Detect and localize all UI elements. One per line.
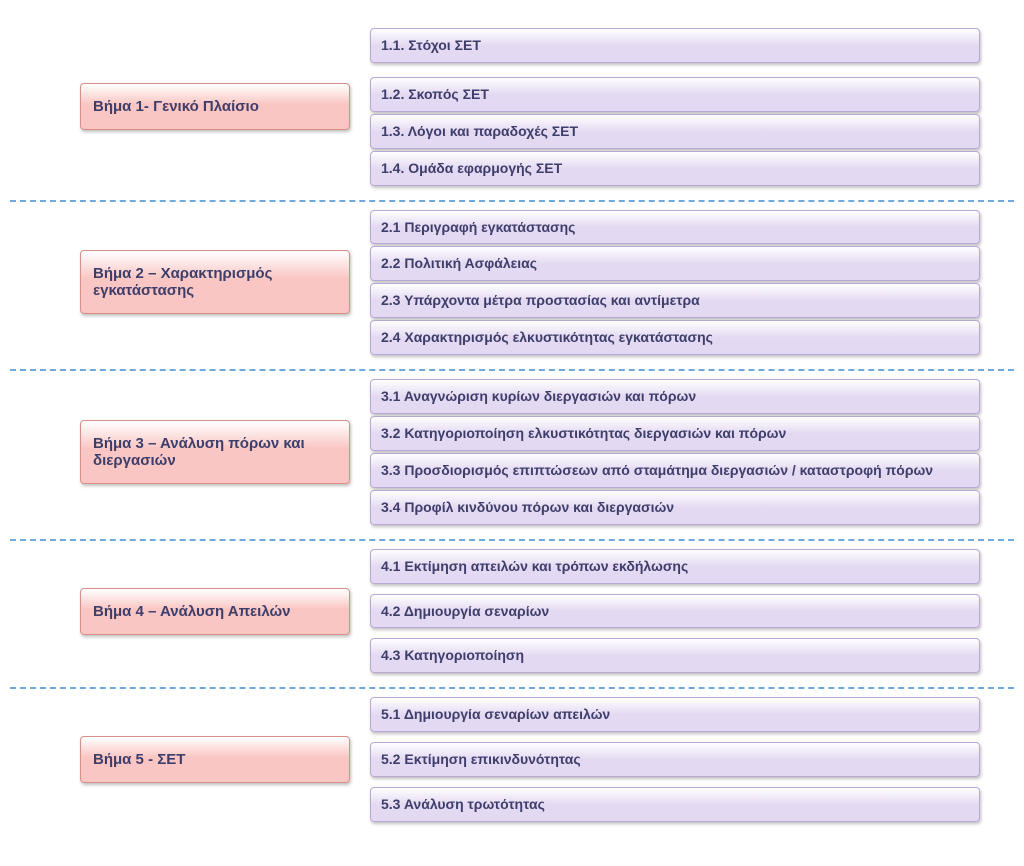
step-right-col: 2.1 Περιγραφή εγκατάστασης2.2 Πολιτική Α… [370,210,1014,356]
step-section: Βήμα 2 – Χαρακτηρισμός εγκατάστασης 2.1 Π… [10,202,1014,370]
sub-box: 4.3 Κατηγοριοποίηση [370,638,980,673]
sub-box: 4.2 Δημιουργία σεναρίων [370,594,980,629]
step-right-col: 3.1 Αναγνώριση κυρίων διεργασιών και πόρ… [370,379,1014,525]
step-box: Βήμα 3 – Ανάλυση πόρων και διεργασιών [80,420,350,484]
sub-box: 3.3 Προσδιορισμός επιπτώσεων από σταμάτη… [370,453,980,488]
step-left-col: Βήμα 4 – Ανάλυση Απειλών [10,588,370,635]
step-section: Βήμα 1- Γενικό Πλαίσιο 1.1. Στόχοι ΣΕΤ 1.2… [10,20,1014,200]
sub-box: 4.1 Εκτίμηση απειλών και τρόπων εκδήλωση… [370,549,980,584]
step-left-col: Βήμα 1- Γενικό Πλαίσιο [10,83,370,130]
sub-list: 4.1 Εκτίμηση απειλών και τρόπων εκδήλωση… [370,549,980,674]
step-left-col: Βήμα 2 – Χαρακτηρισμός εγκατάστασης [10,250,370,314]
sub-box: 1.3. Λόγοι και παραδοχές ΣΕΤ [370,114,980,149]
sub-box: 5.2 Εκτίμηση επικινδυνότητας [370,742,980,777]
step-box: Βήμα 4 – Ανάλυση Απειλών [80,588,350,635]
sub-box: 1.2. Σκοπός ΣΕΤ [370,77,980,112]
step-section: Βήμα 3 – Ανάλυση πόρων και διεργασιών 3.1… [10,371,1014,539]
sub-box: 2.4 Χαρακτηρισμός ελκυστικότητας εγκατάσ… [370,320,980,355]
step-right-col: 4.1 Εκτίμηση απειλών και τρόπων εκδήλωση… [370,549,1014,674]
sub-box: 5.1 Δημιουργία σεναρίων απειλών [370,697,980,732]
sub-box: 3.2 Κατηγοριοποίηση ελκυστικότητας διεργ… [370,416,980,451]
sub-list: 3.1 Αναγνώριση κυρίων διεργασιών και πόρ… [370,379,980,525]
sub-list: 5.1 Δημιουργία σεναρίων απειλών 5.2 Εκτίμ… [370,697,980,822]
step-left-col: Βήμα 3 – Ανάλυση πόρων και διεργασιών [10,420,370,484]
sub-box: 5.3 Ανάλυση τρωτότητας [370,787,980,822]
sub-list: 1.1. Στόχοι ΣΕΤ 1.2. Σκοπός ΣΕΤ1.3. Λόγοι… [370,28,980,186]
sub-box: 2.2 Πολιτική Ασφάλειας [370,246,980,281]
step-left-col: Βήμα 5 - ΣΕΤ [10,736,370,783]
sub-box: 2.3 Υπάρχοντα μέτρα προστασίας και αντίμ… [370,283,980,318]
sub-box: 3.1 Αναγνώριση κυρίων διεργασιών και πόρ… [370,379,980,414]
step-right-col: 1.1. Στόχοι ΣΕΤ 1.2. Σκοπός ΣΕΤ1.3. Λόγοι… [370,28,1014,186]
sub-box: 1.1. Στόχοι ΣΕΤ [370,28,980,63]
step-section: Βήμα 4 – Ανάλυση Απειλών 4.1 Εκτίμηση απε… [10,541,1014,688]
step-right-col: 5.1 Δημιουργία σεναρίων απειλών 5.2 Εκτίμ… [370,697,1014,822]
sub-box: 3.4 Προφίλ κινδύνου πόρων και διεργασιών [370,490,980,525]
sub-box: 1.4. Ομάδα εφαρμογής ΣΕΤ [370,151,980,186]
step-box: Βήμα 1- Γενικό Πλαίσιο [80,83,350,130]
steps-diagram: Βήμα 1- Γενικό Πλαίσιο 1.1. Στόχοι ΣΕΤ 1.2… [10,20,1014,836]
step-box: Βήμα 5 - ΣΕΤ [80,736,350,783]
sub-box: 2.1 Περιγραφή εγκατάστασης [370,210,980,245]
step-box: Βήμα 2 – Χαρακτηρισμός εγκατάστασης [80,250,350,314]
sub-list: 2.1 Περιγραφή εγκατάστασης2.2 Πολιτική Α… [370,210,980,356]
step-section: Βήμα 5 - ΣΕΤ 5.1 Δημιουργία σεναρίων απει… [10,689,1014,836]
